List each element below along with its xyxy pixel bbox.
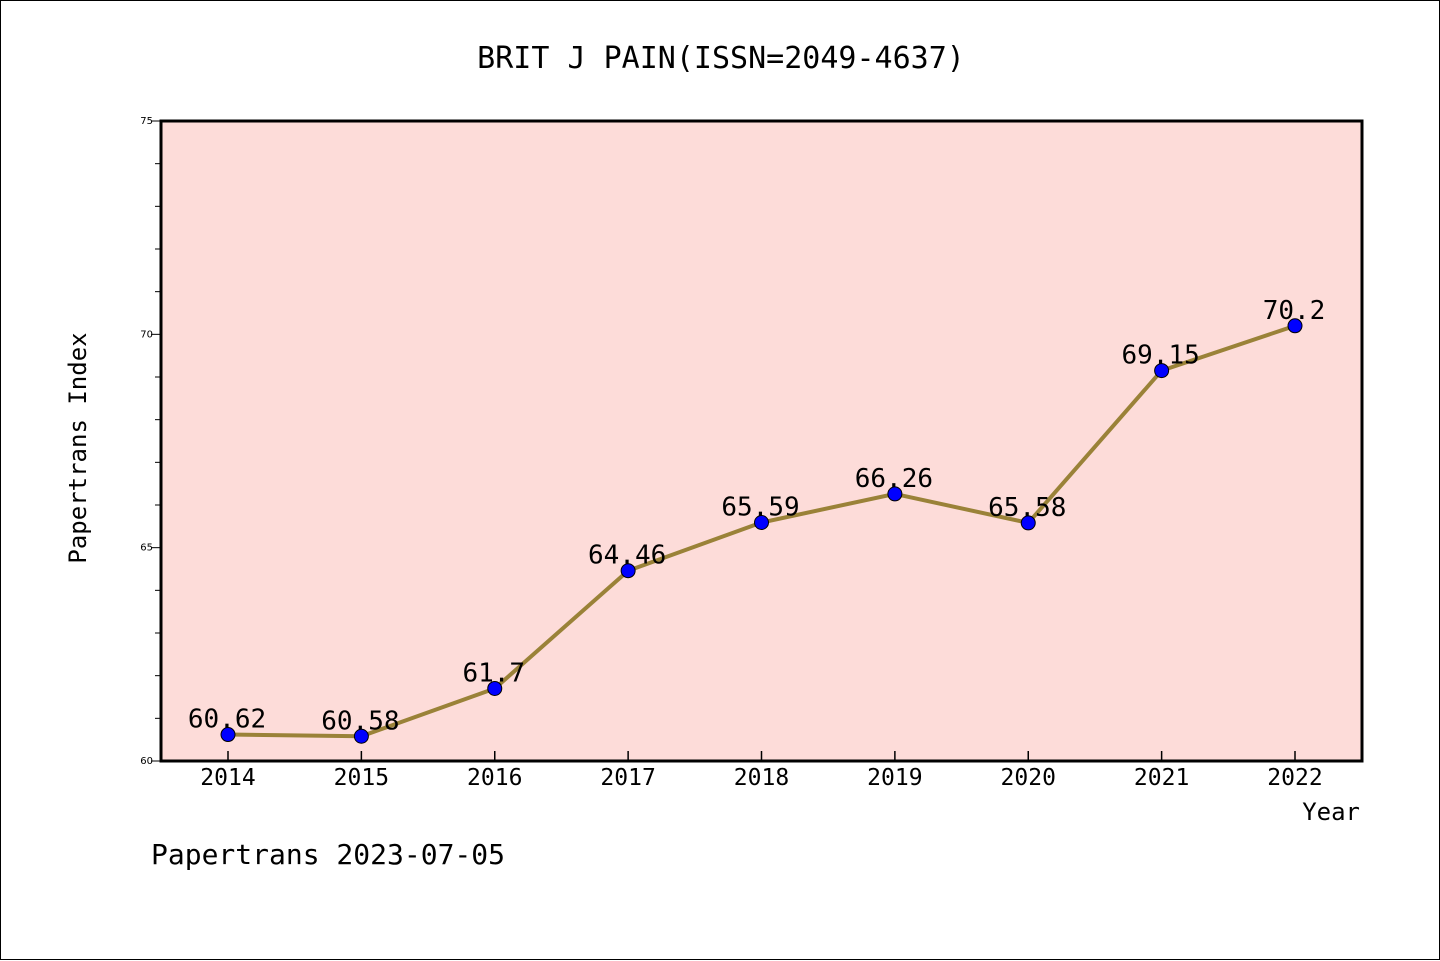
data-point-2016 xyxy=(487,680,503,696)
x-tick-label: 2021 xyxy=(1134,765,1189,791)
x-axis-tick-labels: 2014 2015 2016 2017 2018 2019 2020 2021 2022 xyxy=(200,765,1322,791)
data-point-2022 xyxy=(1287,318,1303,334)
data-point-2021 xyxy=(1154,363,1170,379)
y-axis-minor-ticks xyxy=(151,120,161,762)
x-axis-ticks xyxy=(227,751,1296,761)
x-tick-label: 2022 xyxy=(1267,765,1322,791)
data-point-2017 xyxy=(620,563,636,579)
y-tick-label: 70 xyxy=(140,329,153,340)
footer-date-stamp: Papertrans 2023-07-05 xyxy=(151,838,505,871)
y-tick-label: 65 xyxy=(140,543,153,554)
x-tick-label: 2020 xyxy=(1001,765,1056,791)
data-markers xyxy=(220,318,1303,744)
y-axis-tick-labels: 60 65 70 75 xyxy=(140,116,153,767)
y-axis-title: Papertrans Index xyxy=(64,332,92,563)
data-point-2018 xyxy=(754,514,769,530)
x-tick-label: 2016 xyxy=(467,765,522,791)
data-point-2019 xyxy=(887,486,903,502)
y-tick-label: 75 xyxy=(140,116,153,127)
data-point-2015 xyxy=(353,728,369,744)
data-labels: 60.62 60.5861.764.4665.5966.2665.5869.157… xyxy=(188,296,1325,736)
x-tick-label: 2015 xyxy=(334,765,389,791)
y-tick-label: 60 xyxy=(140,756,153,767)
x-tick-label: 2019 xyxy=(867,765,922,791)
x-tick-label: 2017 xyxy=(600,765,655,791)
x-axis-title: Year xyxy=(1302,798,1360,826)
x-tick-label: 2014 xyxy=(200,765,255,791)
data-point-2014 xyxy=(220,727,236,743)
plot-area xyxy=(159,119,1364,763)
chart-title: BRIT J PAIN(ISSN=2049-4637) xyxy=(477,41,965,76)
data-point-2020 xyxy=(1020,515,1036,531)
x-tick-label: 2018 xyxy=(734,765,789,791)
